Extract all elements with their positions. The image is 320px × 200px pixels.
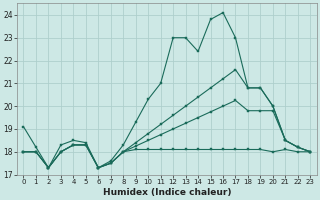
X-axis label: Humidex (Indice chaleur): Humidex (Indice chaleur) [103, 188, 231, 197]
